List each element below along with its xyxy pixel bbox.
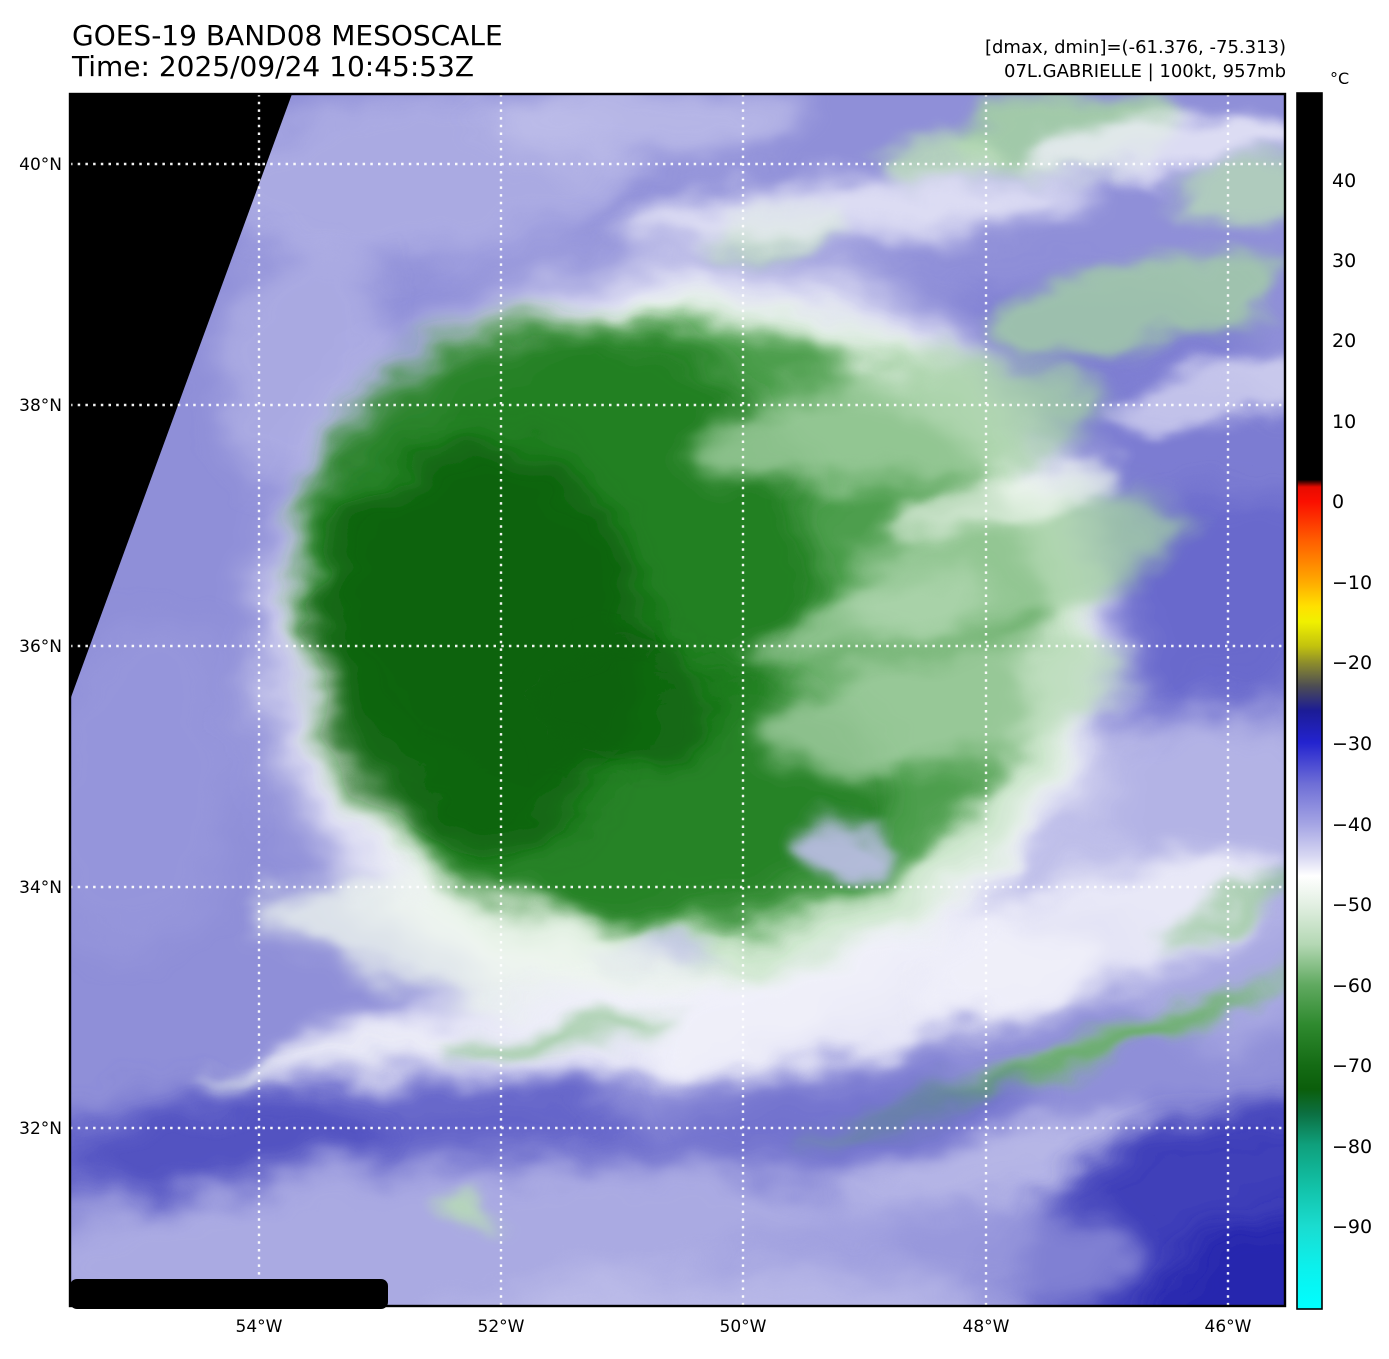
product-time: Time: 2025/09/24 10:45:53Z xyxy=(71,50,474,83)
cloud-blob xyxy=(1151,1207,1285,1306)
dmax-dmin-readout: [dmax, dmin]=(-61.376, -75.313) xyxy=(985,37,1286,58)
colorbar-tick-labels: 40 30 20 10 0 −10 −20 −30 −40 −50 −60 −70 −80 −90 xyxy=(1332,170,1372,1238)
colorbar-tick-label: −40 xyxy=(1332,814,1372,836)
colorbar-tick-label: −30 xyxy=(1332,733,1372,755)
cloud-blob xyxy=(844,1111,1156,1219)
lon-tick-label: 46°W xyxy=(1205,1317,1252,1337)
cloud-blob xyxy=(756,567,984,673)
colorbar-tick-label: −10 xyxy=(1332,572,1372,594)
colorbar-tick-label: −90 xyxy=(1332,1216,1372,1238)
lat-tick-label: 32°N xyxy=(19,1119,62,1139)
lon-tick-label: 54°W xyxy=(236,1317,283,1337)
map-area xyxy=(70,94,1285,1306)
lon-tick-label: 52°W xyxy=(478,1317,525,1337)
cloud-blob xyxy=(701,360,1109,490)
cloud-blob xyxy=(1112,351,1285,429)
colorbar-unit: °C xyxy=(1330,69,1349,88)
cloud-blob xyxy=(1161,858,1285,952)
cloud-blob xyxy=(797,815,893,875)
cloud-blob xyxy=(400,1266,1000,1306)
cloud-blob xyxy=(430,1020,690,1056)
lon-tick-label: 48°W xyxy=(963,1317,1010,1337)
colorbar-tick-label: 0 xyxy=(1332,491,1344,513)
colorbar-tick-label: −60 xyxy=(1332,975,1372,997)
cloud-blob xyxy=(878,462,1122,538)
cloud-blob xyxy=(620,177,1100,247)
no-data-wedge xyxy=(70,94,292,700)
cloud-layer xyxy=(70,94,1285,1306)
cloud-blob xyxy=(259,878,701,1022)
lat-tick-label: 36°N xyxy=(19,637,62,657)
colorbar-tick-label: 40 xyxy=(1332,170,1356,192)
lat-tick-label: 38°N xyxy=(19,396,62,416)
copyright-text: Copyright © 2020-2025 Dapiya xyxy=(80,1283,378,1307)
colorbar-tick-label: −50 xyxy=(1332,894,1372,916)
cloud-blob xyxy=(70,621,242,959)
lon-tick-label: 50°W xyxy=(720,1317,767,1337)
cloud-blob xyxy=(602,1075,1038,1185)
cloud-blob xyxy=(915,848,1275,1022)
cloud-blob xyxy=(80,1105,380,1185)
lat-tick-label: 40°N xyxy=(19,155,62,175)
copyright-badge: Copyright © 2020-2025 Dapiya xyxy=(70,1279,388,1309)
cloud-blob xyxy=(480,94,800,165)
colorbar: °C 40 30 20 10 0 −10 −20 −30 −40 −50 −60 −70 −80 −90 xyxy=(1296,69,1372,1310)
colorbar-scale xyxy=(1296,92,1323,1310)
cloud-blob xyxy=(1173,158,1285,222)
colorbar-tick-label: −70 xyxy=(1332,1055,1372,1077)
lat-tick-label: 34°N xyxy=(19,878,62,898)
cloud-blob xyxy=(763,636,1127,774)
cloud-blob xyxy=(530,640,720,770)
product-title: GOES-19 BAND08 MESOSCALE xyxy=(72,19,503,52)
colorbar-tick-label: −80 xyxy=(1332,1136,1372,1158)
copyright-badge-bg xyxy=(70,1279,388,1309)
cloud-blob xyxy=(873,137,997,187)
colorbar-tick-label: −20 xyxy=(1332,652,1372,674)
axis-tick-labels: 40°N 38°N 36°N 34°N 32°N 54°W 52°W 50°W 48°W 46°W xyxy=(19,155,1252,1337)
cloud-blob xyxy=(215,243,385,477)
cloud-blob xyxy=(987,252,1285,352)
latlon-gridlines xyxy=(70,94,1285,1306)
colorbar-tick-label: 30 xyxy=(1332,250,1356,272)
colorbar-tick-label: 20 xyxy=(1332,330,1356,352)
map-border xyxy=(68,92,1287,1308)
storm-info-readout: 07L.GABRIELLE | 100kt, 957mb xyxy=(1004,61,1286,82)
colorbar-tick-label: 10 xyxy=(1332,411,1356,433)
cloud-blob xyxy=(442,1192,498,1224)
